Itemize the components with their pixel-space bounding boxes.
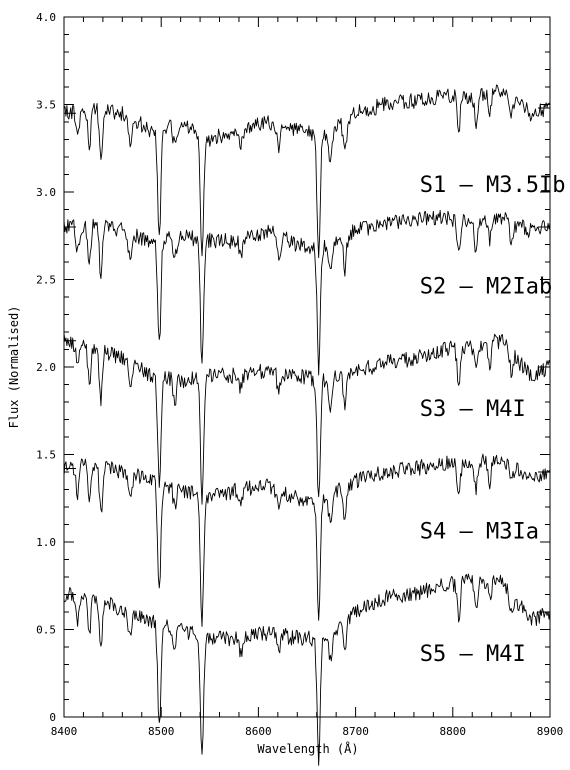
- y-tick-label: 1.0: [36, 536, 56, 549]
- y-tick-label: 0.5: [36, 624, 56, 637]
- spectrum-label-3: S3 – M4I: [420, 397, 526, 422]
- x-axis-label: Wavelength (Å): [257, 741, 358, 756]
- y-tick-label: 2.0: [36, 361, 56, 374]
- spectrum-label-5: S5 – M4I: [420, 642, 526, 667]
- x-tick-label: 8600: [245, 725, 272, 738]
- y-tick-label: 1.5: [36, 449, 56, 462]
- y-axis-label: Flux (Normalised): [7, 306, 21, 429]
- y-tick-label: 4.0: [36, 11, 56, 24]
- spectrum-line-2: [63, 209, 551, 376]
- spectrum-line-5: [63, 573, 551, 766]
- y-tick-label: 2.5: [36, 274, 56, 287]
- spectra-group: [63, 84, 551, 766]
- spectrum-label-4: S4 – M3Ia: [420, 520, 539, 545]
- x-tick-label: 8800: [440, 725, 467, 738]
- spectrum-line-4: [63, 453, 551, 627]
- spectrum-label-2: S2 – M2Iab: [420, 275, 552, 300]
- y-tick-label: 0: [49, 711, 56, 724]
- spectrum-line-1: [63, 84, 551, 259]
- y-axis: 0 0.5 1.0 1.5 2.0 2.5 3.0 3.5 4.0: [36, 11, 550, 724]
- y-tick-label: 3.0: [36, 186, 56, 199]
- spectrum-line-3: [63, 333, 551, 505]
- x-axis: 8400 8500 8600 8700 8800 8900: [51, 17, 564, 738]
- y-tick-label: 3.5: [36, 99, 56, 112]
- x-tick-label: 8500: [148, 725, 175, 738]
- x-tick-label: 8900: [537, 725, 564, 738]
- x-tick-label: 8700: [342, 725, 369, 738]
- spectrum-labels: S1 – M3.5Ib S2 – M2Iab S3 – M4I S4 – M3Ia S5…: [420, 173, 566, 667]
- x-tick-label: 8400: [51, 725, 78, 738]
- spectrum-label-1: S1 – M3.5Ib: [420, 173, 566, 198]
